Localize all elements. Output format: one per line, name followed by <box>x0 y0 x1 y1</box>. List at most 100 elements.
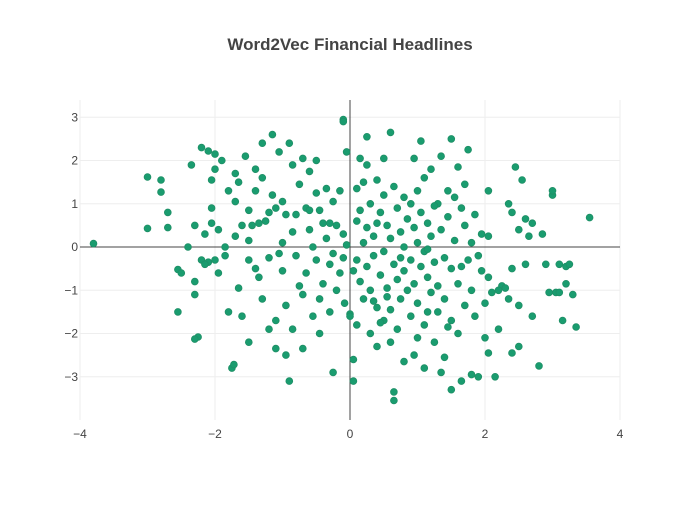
data-point <box>430 202 439 210</box>
data-point <box>427 232 435 241</box>
data-point <box>474 251 483 260</box>
data-point <box>352 184 361 193</box>
data-point <box>390 182 398 191</box>
data-point <box>440 253 449 262</box>
data-point <box>447 135 456 143</box>
data-point <box>157 176 165 184</box>
data-point <box>410 154 418 163</box>
data-point <box>285 139 294 148</box>
data-point <box>255 273 263 282</box>
data-point <box>288 161 297 169</box>
data-point <box>403 215 412 223</box>
data-point <box>258 295 267 303</box>
data-point <box>525 232 533 241</box>
data-point <box>369 232 378 241</box>
data-point <box>352 321 361 329</box>
data-point <box>214 225 223 234</box>
data-point <box>305 167 314 176</box>
data-point <box>508 208 516 217</box>
x-tick-label: −4 <box>73 427 87 441</box>
data-point <box>268 191 277 199</box>
data-point <box>251 187 260 195</box>
data-point <box>454 279 462 288</box>
data-point <box>282 210 290 219</box>
data-point <box>467 238 476 247</box>
x-tick-label: −2 <box>208 427 222 441</box>
data-point <box>312 156 321 165</box>
data-point <box>356 206 364 215</box>
data-point <box>352 256 361 264</box>
data-point <box>400 193 408 202</box>
data-point <box>265 325 273 334</box>
data-point <box>339 230 348 238</box>
data-point <box>501 284 510 292</box>
data-point <box>437 152 445 161</box>
data-point <box>255 219 263 228</box>
data-point <box>430 338 439 347</box>
data-point <box>383 221 391 230</box>
data-points <box>89 115 594 405</box>
data-point <box>444 323 452 331</box>
data-point <box>329 197 337 206</box>
data-point <box>447 316 456 325</box>
data-point <box>555 260 564 269</box>
data-point <box>204 147 213 155</box>
data-point <box>548 187 557 195</box>
data-point <box>420 321 429 329</box>
data-point <box>393 325 402 334</box>
data-point <box>366 200 375 208</box>
data-point <box>298 344 307 353</box>
data-point <box>514 342 523 351</box>
data-point <box>471 312 479 321</box>
data-point <box>305 206 314 215</box>
data-point <box>191 290 199 299</box>
y-tick-label: 2 <box>71 154 78 168</box>
data-point <box>282 351 290 359</box>
data-point <box>460 180 469 189</box>
data-point <box>349 377 358 385</box>
data-point <box>528 219 537 228</box>
data-point <box>363 133 371 141</box>
data-point <box>245 206 253 215</box>
data-point <box>288 228 297 236</box>
data-point <box>271 344 280 353</box>
data-point <box>164 208 172 217</box>
data-point <box>322 234 331 243</box>
data-point <box>278 238 287 247</box>
data-point <box>484 232 493 241</box>
data-point <box>393 275 402 284</box>
data-point <box>312 189 321 197</box>
data-point <box>366 286 375 295</box>
data-point <box>444 213 452 221</box>
y-tick-label: −3 <box>64 370 78 384</box>
data-point <box>218 156 226 165</box>
data-point <box>504 295 513 303</box>
data-point <box>271 316 280 325</box>
data-point <box>288 325 297 334</box>
data-point <box>211 256 219 264</box>
data-point <box>460 301 469 310</box>
data-point <box>298 290 307 299</box>
data-point <box>481 333 489 342</box>
data-point <box>207 204 216 212</box>
data-point <box>282 301 290 310</box>
data-point <box>275 148 283 156</box>
data-point <box>585 213 594 222</box>
data-point <box>514 225 523 234</box>
data-point <box>332 286 341 295</box>
data-point <box>545 288 553 297</box>
data-point <box>491 372 499 381</box>
y-axis-ticks: −3 −2 −1 0 1 2 3 <box>64 110 78 383</box>
data-point <box>521 215 530 223</box>
data-point <box>555 288 564 297</box>
data-point <box>356 277 364 286</box>
x-axis-ticks: −4 −2 0 2 4 <box>73 427 624 441</box>
data-point <box>386 128 395 137</box>
data-point <box>383 284 391 292</box>
data-point <box>271 204 280 212</box>
data-point <box>386 305 395 314</box>
data-point <box>450 193 459 202</box>
data-point <box>302 269 310 277</box>
data-point <box>400 357 408 366</box>
